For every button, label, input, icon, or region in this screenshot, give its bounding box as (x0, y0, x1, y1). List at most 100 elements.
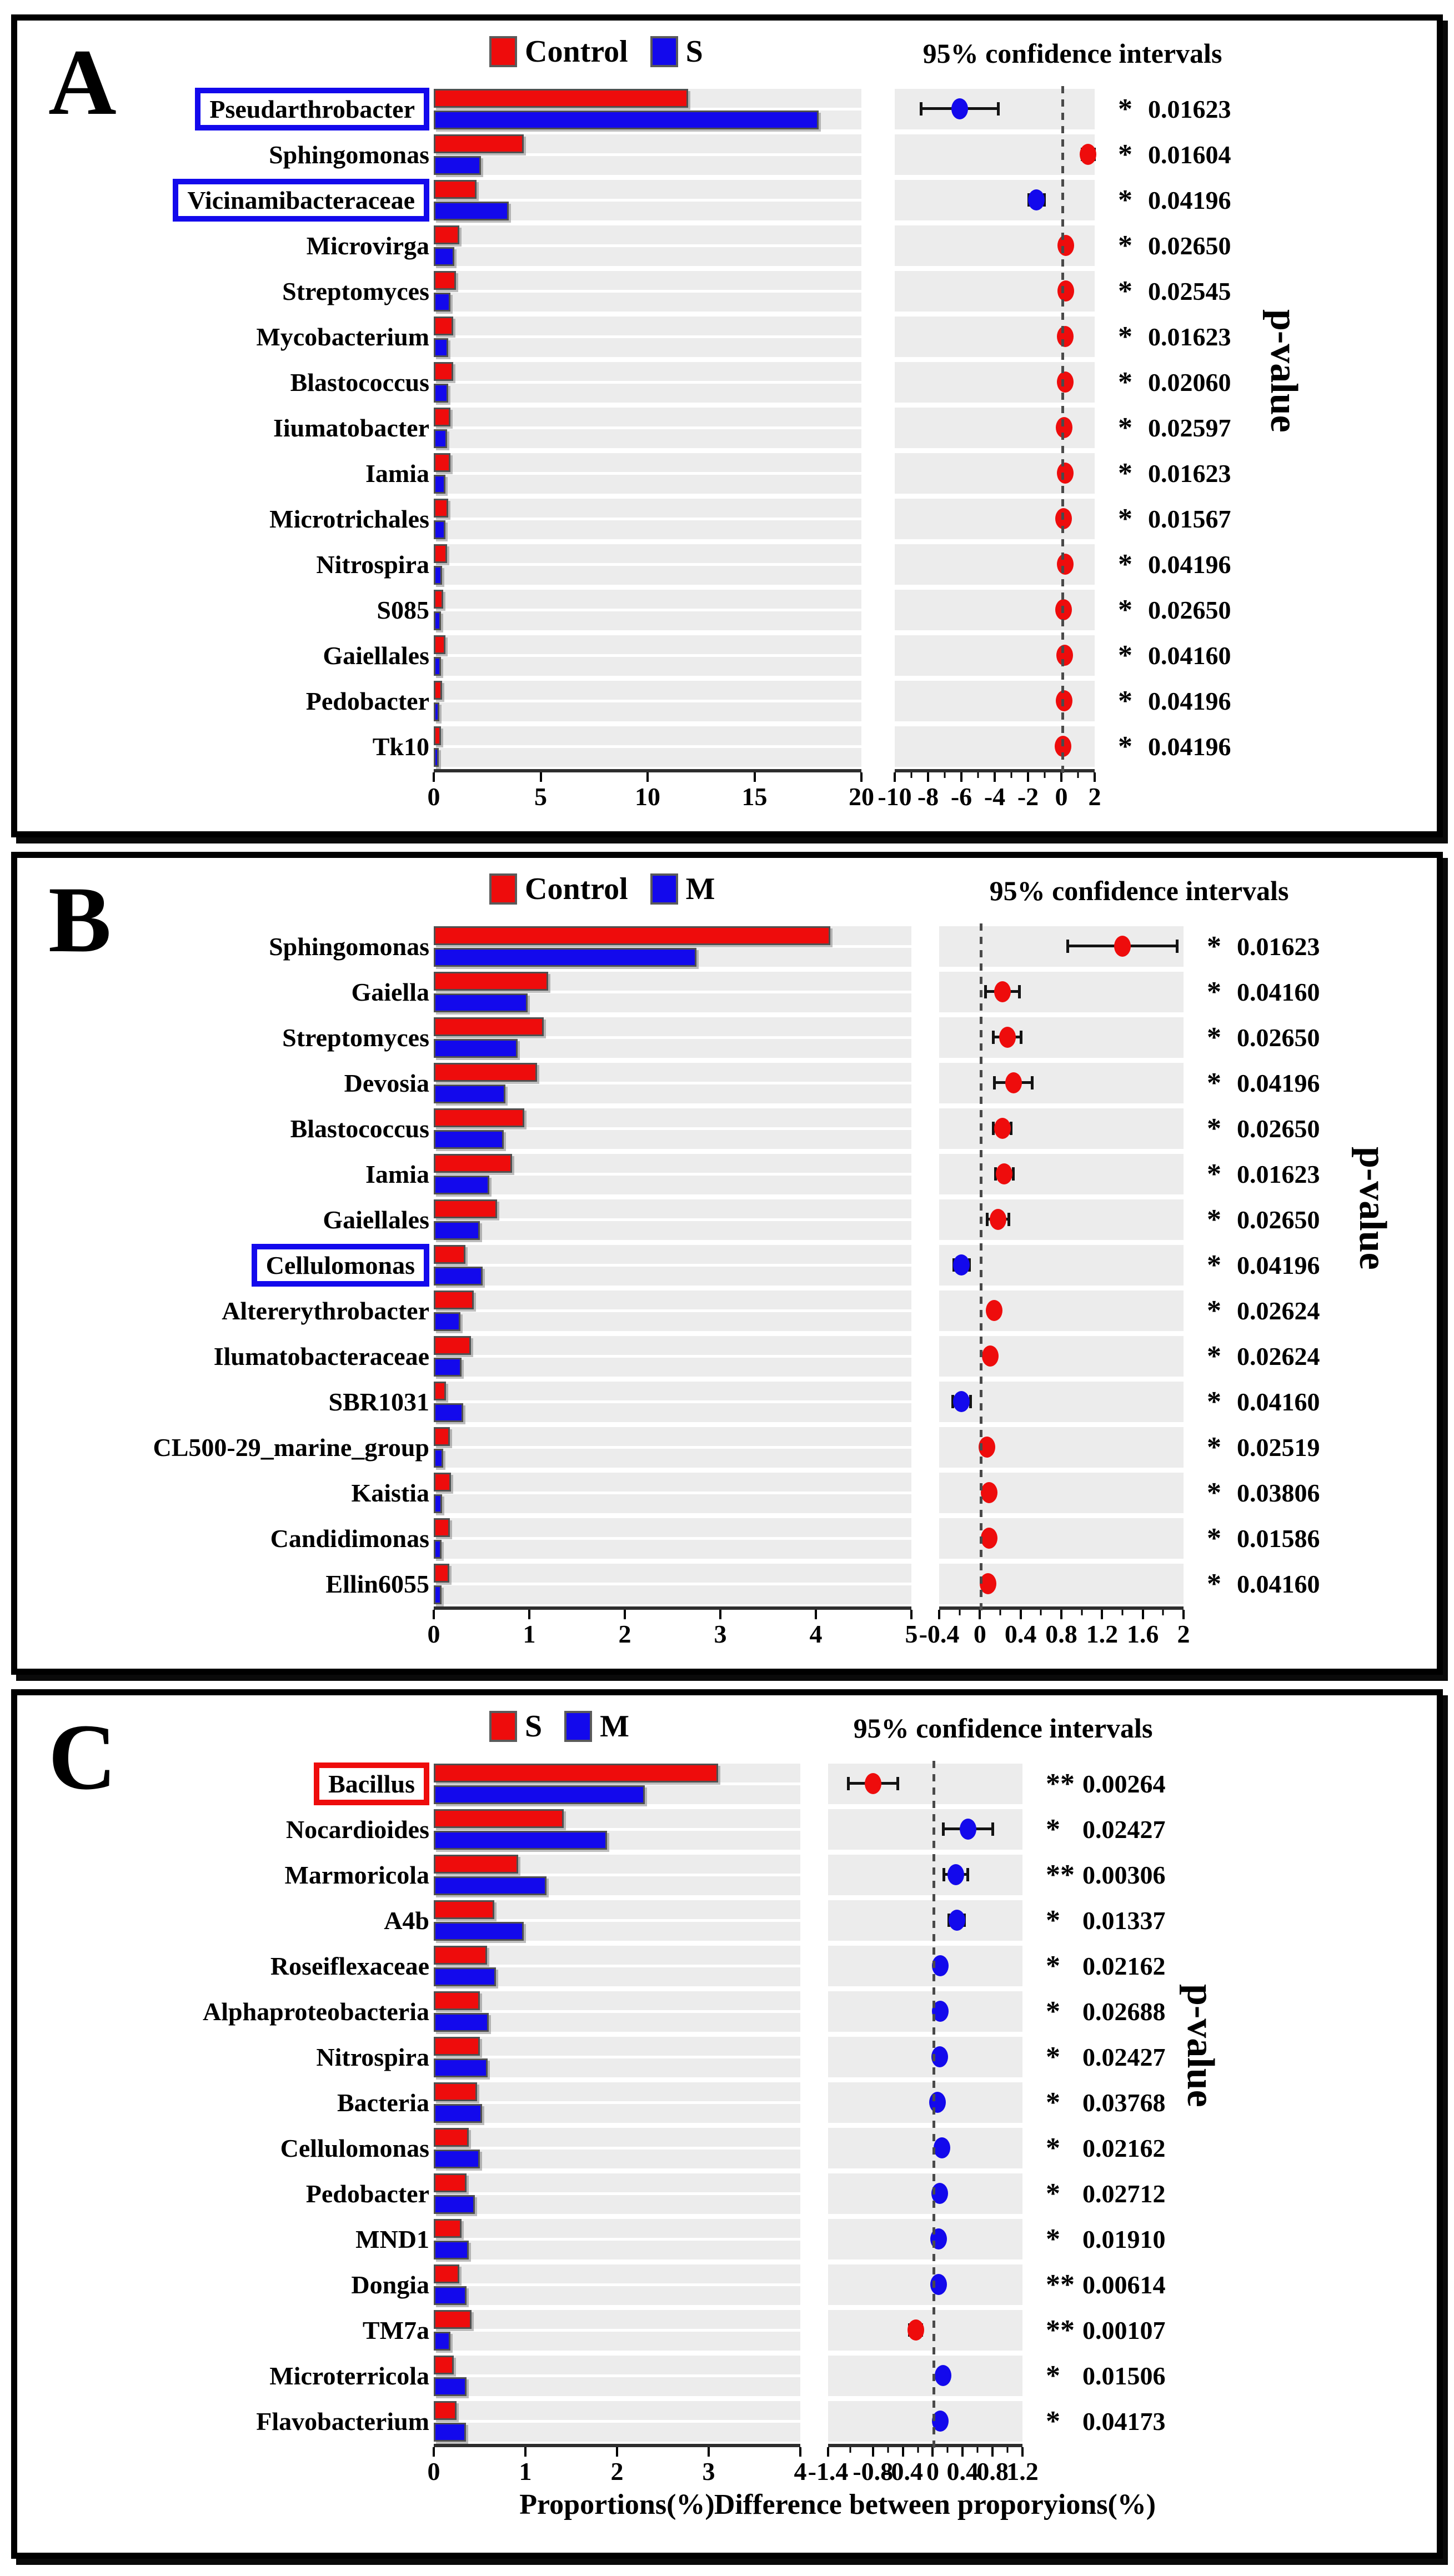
p-value-text: 0.02650 (1148, 231, 1231, 260)
confidence-interval-cell (895, 724, 1095, 769)
significance-stars: * (1118, 320, 1132, 353)
bar-track (434, 1494, 911, 1513)
taxon-label: CL500-29_marine_group (153, 1433, 430, 1462)
p-value-text: 0.04160 (1148, 641, 1231, 670)
taxon-row: Cellulomonas * 0.04196 (17, 1242, 1437, 1288)
significance-stars: * (1207, 1067, 1221, 1099)
proportion-bars-cell (434, 1197, 911, 1242)
bar-s (434, 1991, 480, 2010)
confidence-interval-cell (939, 1470, 1184, 1515)
axis-tick (961, 2447, 964, 2457)
bar-control (434, 1199, 497, 1218)
axis-tick-label: 0 (427, 1620, 440, 1648)
bar-m (434, 2150, 480, 2168)
subplot-gap (911, 1060, 939, 1106)
row-band (939, 1290, 1184, 1331)
confidence-interval-cell (895, 359, 1095, 405)
axis-tick (528, 1610, 530, 1619)
p-value-cell: * 0.02624 (1184, 1333, 1372, 1379)
taxon-label-cell: Bacteria (17, 2080, 434, 2125)
axis-tick (1027, 772, 1029, 782)
row-band (939, 1382, 1184, 1422)
bar-track (434, 748, 861, 767)
axis-tick (991, 2447, 994, 2457)
taxon-row: Sphingomonas * 0.01623 (17, 923, 1437, 969)
bar-track (434, 2241, 800, 2259)
bar-track (434, 408, 861, 426)
bar-s (434, 156, 481, 175)
significance-stars: ** (1046, 2314, 1075, 2346)
rows-area: Bacillus ** 0.00264 Nocardioides * 0.02427 Mar… (17, 1761, 1437, 2444)
significance-stars: * (1046, 2405, 1060, 2437)
subplot-gap (861, 450, 895, 496)
significance-stars: * (1046, 1950, 1060, 1982)
p-value-text: 0.00264 (1082, 1769, 1166, 1798)
difference-axis: -10 -8 -6 -4 -2 0 2 (878, 769, 1101, 811)
bar-control (434, 362, 454, 381)
axis-tick (894, 772, 896, 782)
bar-m (434, 1358, 462, 1377)
subplot-gap (911, 1106, 939, 1151)
zero-reference-line (1061, 86, 1064, 774)
axis-tick (616, 2447, 618, 2457)
axis-tick-label: 0.4 (1004, 1620, 1037, 1648)
ci-dot (996, 1163, 1013, 1184)
taxon-label: Flavobacterium (256, 2407, 429, 2436)
taxon-label: Marmoricola (284, 1860, 429, 1889)
bar-m (434, 2423, 466, 2442)
bar-track (434, 1382, 911, 1400)
zero-reference-line (932, 1761, 936, 2448)
p-value-cell: * 0.02162 (1022, 1943, 1200, 1989)
axis-minor-tick (946, 2447, 949, 2453)
bar-m (434, 1585, 442, 1604)
axis-minor-tick (917, 2447, 919, 2453)
subplot-gap (800, 2034, 828, 2080)
axis-minor-tick (959, 1610, 961, 1615)
ci-dot (1056, 645, 1073, 666)
taxon-row: Cellulomonas * 0.02162 (17, 2125, 1437, 2171)
p-value-text: 0.02650 (1237, 1205, 1320, 1234)
p-value-text: 0.01604 (1148, 140, 1231, 169)
axis-tick (827, 2447, 829, 2457)
significance-stars: * (1118, 685, 1132, 717)
axis-tick (871, 2447, 874, 2457)
p-value-text: 0.04160 (1237, 1569, 1320, 1598)
taxon-row: SBR1031 * 0.04160 (17, 1379, 1437, 1424)
bar-track (434, 2423, 800, 2442)
ci-dot (1057, 280, 1075, 302)
confidence-interval-cell (895, 268, 1095, 314)
taxon-label-cell: Dongia (17, 2262, 434, 2307)
proportion-bars-cell (434, 1897, 800, 1943)
bar-track (434, 1473, 911, 1492)
significance-stars: * (1118, 594, 1132, 626)
bar-m (434, 1494, 443, 1513)
row-band (939, 1063, 1184, 1103)
ci-dot (1028, 189, 1045, 210)
taxon-row: Vicinamibacteraceae * 0.04196 (17, 177, 1437, 223)
bar-track (434, 317, 861, 335)
legend-swatch-group2 (650, 873, 678, 905)
bar-control (434, 408, 451, 426)
panel-letter: C (48, 1705, 117, 1809)
significance-stars: * (1207, 1158, 1221, 1190)
bar-control (434, 635, 446, 654)
legend-label-group1: Control (525, 34, 628, 69)
axis-tick (708, 2447, 710, 2457)
taxon-label: SBR1031 (328, 1387, 429, 1416)
ci-dot (1056, 463, 1074, 484)
p-value-cell: * 0.02650 (1184, 1106, 1372, 1151)
bar-control (434, 1382, 447, 1400)
ci-dot (953, 1254, 970, 1276)
taxon-label: Microvirga (306, 231, 429, 260)
significance-stars: * (1046, 1904, 1060, 1936)
taxon-label-cell: Pedobacter (17, 2171, 434, 2216)
proportion-bars-cell (434, 223, 861, 268)
proportion-bars-cell (434, 2125, 800, 2171)
taxon-label-cell: Gaiella (17, 969, 434, 1015)
taxon-label-cell: Ellin6055 (17, 1561, 434, 1606)
bar-track (434, 2286, 800, 2305)
axis-tick-label: 0.8 (1045, 1620, 1077, 1648)
bar-m (434, 2058, 488, 2077)
significance-stars: * (1207, 1021, 1221, 1053)
row-band (828, 2219, 1022, 2259)
